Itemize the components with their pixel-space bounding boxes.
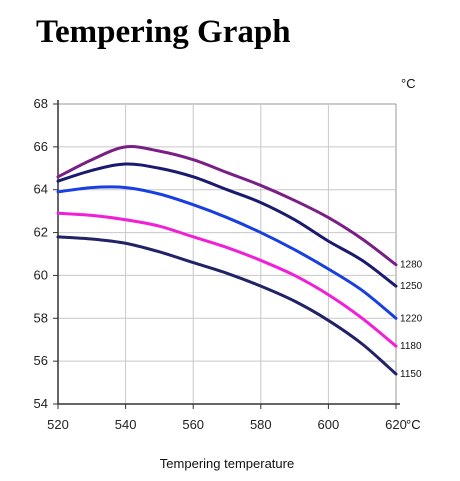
y-tick-label: 62 (34, 225, 48, 240)
x-unit-label: °C (406, 417, 421, 432)
series-line-1250 (56, 162, 398, 288)
x-tick-label: 520 (47, 417, 69, 432)
x-tick-label: 600 (318, 417, 340, 432)
y-tick-label: 58 (34, 310, 48, 325)
chart-title: Tempering Graph (36, 14, 291, 50)
series-label-1250: 1250 (400, 281, 423, 292)
x-tick-label: 560 (182, 417, 204, 432)
y-tick-label: 68 (34, 96, 48, 111)
series-line-1220 (56, 185, 398, 320)
y-tick-label: 60 (34, 267, 48, 282)
y-tick-label: 56 (34, 353, 48, 368)
y-tick-label: 66 (34, 139, 48, 154)
y-unit-label: °C (401, 76, 416, 91)
series-label-1150: 1150 (400, 369, 422, 380)
y-tick-label: 64 (34, 182, 48, 197)
x-tick-label: 620 (385, 417, 407, 432)
series-line-1180 (56, 211, 398, 348)
y-tick-label: 54 (34, 396, 48, 411)
series-label-1220: 1220 (400, 313, 423, 324)
x-axis-label: Tempering temperature (160, 456, 294, 471)
x-tick-label: 540 (115, 417, 137, 432)
series-line-1280 (56, 145, 398, 267)
series-label-1180: 1180 (400, 341, 422, 352)
x-tick-label: 580 (250, 417, 272, 432)
series-line-1150 (56, 235, 398, 376)
series-label-1280: 1280 (400, 260, 423, 271)
plot-area (57, 103, 397, 405)
